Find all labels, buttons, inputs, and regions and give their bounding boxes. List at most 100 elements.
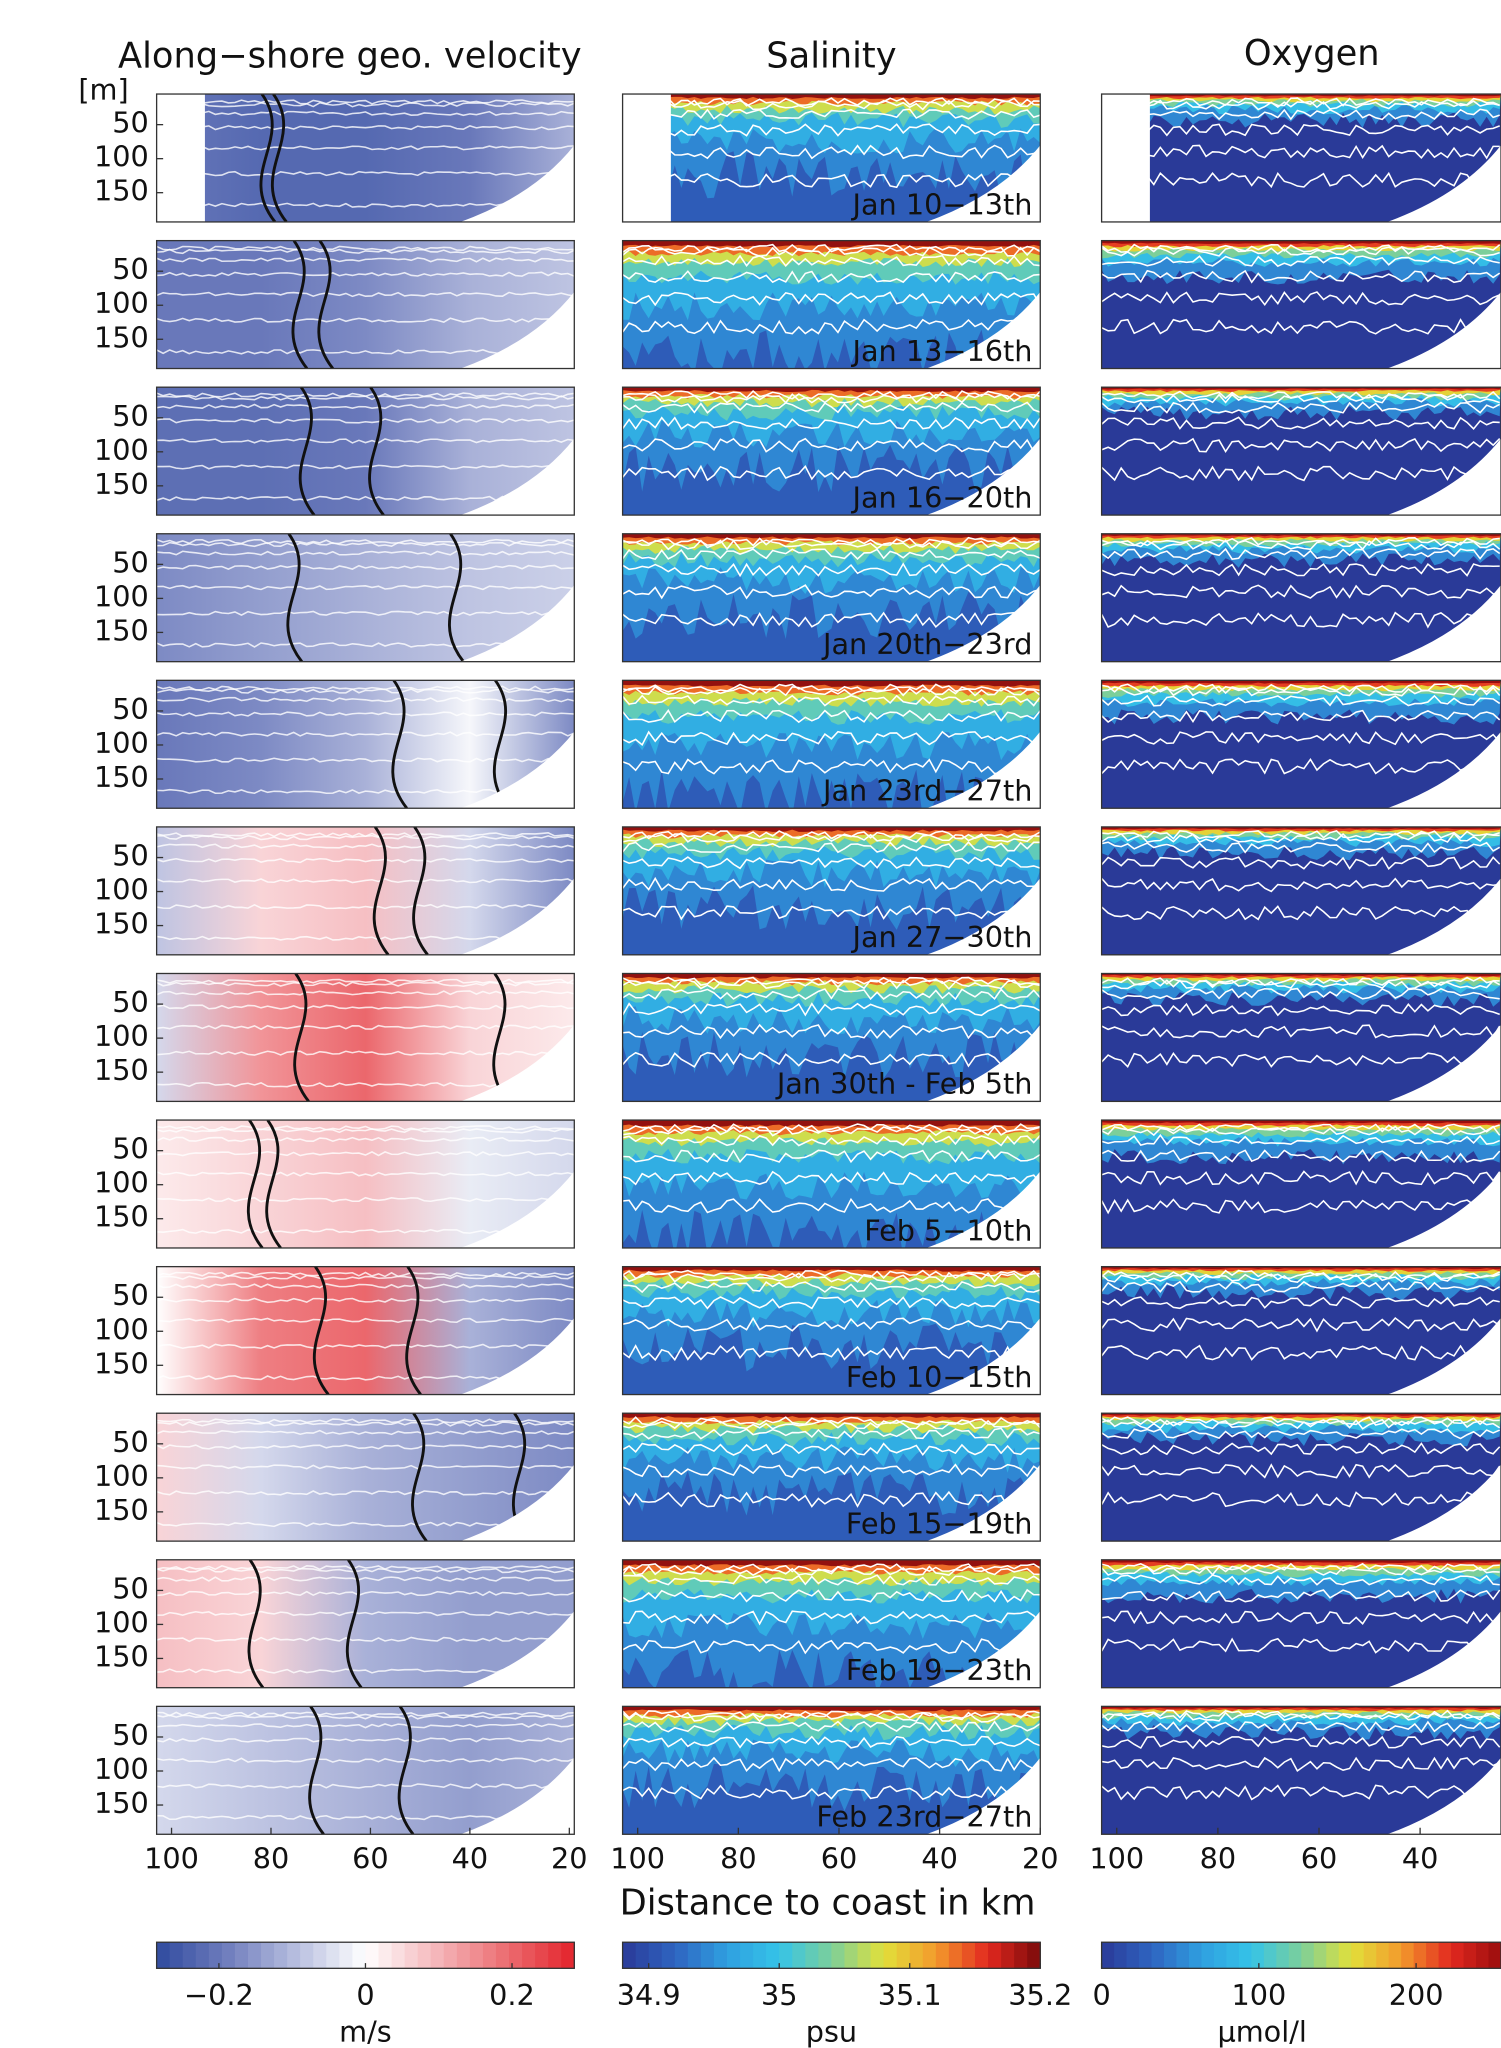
colorbar-step (713, 1942, 728, 1969)
contour-line (492, 973, 509, 1102)
seafloor (460, 145, 575, 222)
colorbar-step (352, 1942, 367, 1969)
contour-line (405, 1266, 422, 1395)
isopycnal (156, 688, 575, 694)
colorbar-step (509, 1942, 523, 1969)
y-tick-label: 50 (112, 545, 149, 579)
contour-line (291, 240, 309, 369)
colorbar-step (1263, 1942, 1277, 1969)
y-tick-label: 150 (94, 1786, 149, 1820)
contour-line (622, 1344, 1041, 1362)
contour-line (1101, 123, 1500, 137)
panel-frame (155, 1265, 575, 1396)
section-panel (1100, 93, 1501, 223)
contour-line (1101, 856, 1501, 871)
field (1101, 1120, 1501, 1248)
contour-line (1101, 979, 1500, 990)
colorbar-step (1201, 1942, 1215, 1969)
field-band (622, 387, 1041, 393)
colorbar-step (430, 1942, 445, 1969)
colorbar-step (844, 1942, 859, 1969)
colorbar-step (740, 1942, 754, 1969)
contour-line (1101, 1735, 1501, 1750)
seafloor (460, 584, 575, 662)
field (622, 533, 1041, 662)
field (156, 1120, 575, 1248)
panel-frame (621, 1119, 1041, 1249)
panel-frame (155, 386, 575, 516)
seafloor (460, 878, 575, 955)
contour-line (1101, 694, 1501, 707)
seafloor (1387, 1757, 1501, 1835)
contour-line (1101, 1296, 1500, 1310)
x-tick-label: 100 (610, 1841, 665, 1875)
field (622, 1413, 1041, 1542)
field-band (1101, 240, 1501, 244)
colorbar-step (482, 1942, 497, 1969)
contour-line (622, 1170, 1041, 1186)
contour-line (270, 94, 288, 222)
contour-line (622, 1565, 1041, 1577)
section-panel (1100, 533, 1501, 663)
field (622, 1559, 1041, 1688)
colorbar-step (1476, 1942, 1490, 1969)
contour-line (1101, 416, 1500, 430)
panel-frame (621, 1412, 1041, 1542)
colorbar-tick-label: 100 (1231, 1978, 1286, 2012)
panel-date: Jan 23rd−27th (821, 774, 1032, 808)
panel-frame (621, 239, 1041, 370)
y-tick-label: 50 (112, 839, 149, 873)
contour-line (622, 1123, 1041, 1133)
field (156, 1706, 575, 1835)
contour-line (1101, 1133, 1500, 1147)
isopycnal (156, 1564, 575, 1571)
contour-line (622, 270, 1041, 284)
colorbar-step (1426, 1942, 1440, 1969)
field-fill (156, 1413, 575, 1542)
panel-frame (621, 972, 1041, 1103)
contour-line (412, 826, 429, 955)
contour-line (622, 979, 1041, 991)
contour-line (622, 1296, 1041, 1310)
contour-line (1101, 1280, 1501, 1293)
isopycnal (156, 731, 575, 737)
panel-frame (1100, 1119, 1501, 1249)
isopycnal (156, 418, 575, 424)
contour-line (1101, 1589, 1501, 1603)
y-tick-label: 100 (94, 1019, 149, 1053)
colorbar-step (1101, 1942, 1115, 1969)
colorbar-step (313, 1942, 327, 1969)
section-panel (1100, 1559, 1501, 1689)
isopycnal (156, 1421, 575, 1427)
field (1101, 680, 1501, 809)
isopycnal (156, 903, 575, 910)
contour-line (622, 1051, 1041, 1068)
panel-frame (621, 679, 1041, 809)
isopycnal (156, 1297, 575, 1304)
seafloor (460, 1757, 575, 1835)
field-band (622, 240, 1041, 248)
isopycnal (156, 1737, 575, 1743)
section-panel: Feb 19−23th (621, 1559, 1041, 1689)
contour-line (1101, 1416, 1500, 1426)
colorbar-step (1351, 1942, 1365, 1969)
y-tick-label: 150 (94, 1200, 149, 1234)
section-panel: Jan 13−16th (621, 239, 1041, 370)
colorbar-step (522, 1942, 536, 1969)
colorbar-tick-label: 34.9 (617, 1978, 681, 2012)
colorbar-step (805, 1942, 820, 1969)
y-tick-label: 100 (94, 579, 149, 613)
colorbar-step (274, 1942, 288, 1969)
isopycnal (156, 1610, 575, 1617)
colorbar-step (661, 1942, 676, 1969)
contour-line (622, 437, 1041, 453)
colorbar-step (404, 1942, 419, 1969)
panel-title: Along−shore geo. velocity (118, 35, 582, 76)
field (622, 1120, 1041, 1248)
panel-frame (155, 826, 575, 956)
colorbar-step (221, 1942, 236, 1969)
